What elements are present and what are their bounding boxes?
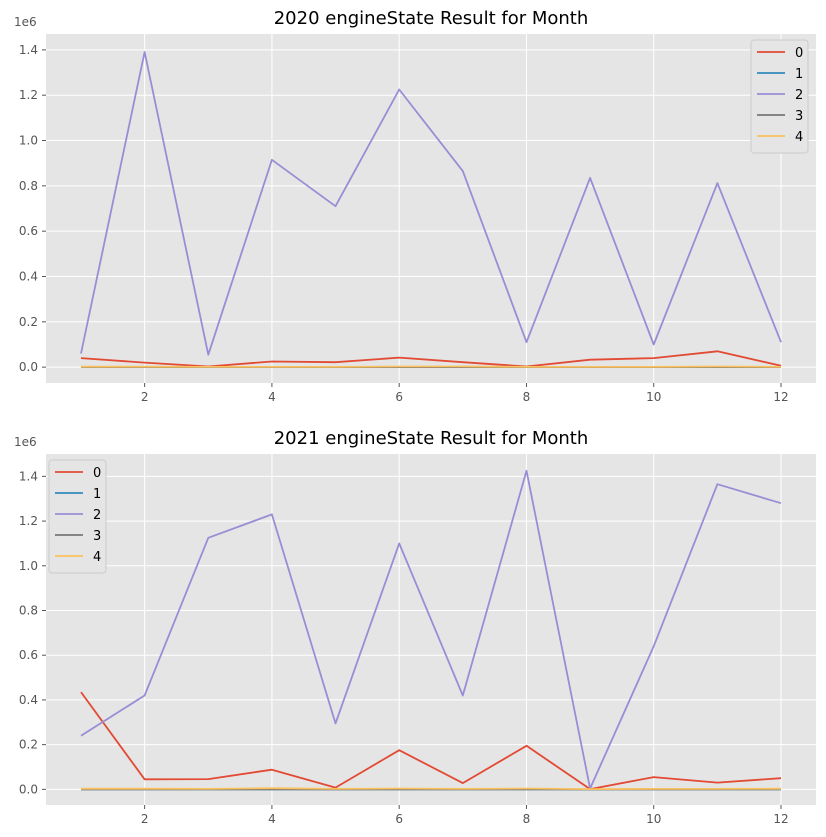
y-tick-label: 1.0	[19, 559, 38, 573]
chart-title: 2021 engineState Result for Month	[274, 428, 589, 449]
series-line-0	[80, 691, 782, 790]
legend-label-1: 1	[93, 487, 101, 502]
series-line-4	[81, 787, 782, 790]
y-tick-label: 0.8	[19, 603, 38, 617]
y-tick-label: 0.6	[19, 648, 38, 662]
legend-label-2: 2	[93, 508, 101, 523]
x-tick-label: 6	[395, 390, 403, 404]
x-tick-label: 4	[268, 390, 276, 404]
y-tick-label: 0.2	[19, 315, 38, 329]
series-line-2	[80, 51, 782, 356]
x-tick-label: 4	[268, 812, 276, 826]
series-lines	[80, 469, 782, 791]
legend-box	[48, 459, 107, 574]
legend-label-4: 4	[795, 130, 803, 145]
legend-box	[750, 39, 809, 154]
y-tick-label: 1.2	[19, 88, 38, 102]
series-lines	[80, 51, 782, 369]
y-tick-label: 1.4	[19, 43, 38, 57]
legend-label-4: 4	[93, 550, 101, 565]
x-tick-label: 10	[646, 812, 661, 826]
legend: 0 1 2 3 4	[48, 459, 107, 574]
chart-2020: 2 4 6 8 10 12 0.00.20.40.60.81.01.21.4 2020 e…	[14, 8, 816, 404]
series-line-0	[80, 350, 782, 368]
y-offset-label: 1e6	[14, 15, 37, 29]
series-line-2	[80, 469, 782, 790]
y-axis-ticks: 0.0 0.2 0.4 0.6 0.8 1.0 1.2 1.4	[19, 43, 46, 374]
legend-label-0: 0	[93, 466, 101, 481]
legend-label-2: 2	[795, 88, 803, 103]
y-tick-label: 1.2	[19, 514, 38, 528]
legend: 0 1 2 3 4	[750, 39, 809, 154]
y-axis-ticks: 0.0 0.2 0.4 0.6 0.8 1.0 1.2 1.4	[19, 469, 46, 796]
x-axis-ticks: 2 4 6 8 10 12	[141, 805, 789, 826]
x-tick-label: 8	[523, 812, 531, 826]
legend-label-0: 0	[795, 46, 803, 61]
y-tick-label: 0.0	[19, 782, 38, 796]
legend-label-3: 3	[93, 529, 101, 544]
x-tick-label: 8	[523, 390, 531, 404]
y-tick-label: 0.0	[19, 360, 38, 374]
y-tick-label: 0.8	[19, 179, 38, 193]
y-tick-label: 1.0	[19, 134, 38, 148]
x-axis-ticks: 2 4 6 8 10 12	[141, 383, 789, 404]
x-tick-label: 12	[773, 390, 788, 404]
y-tick-label: 0.4	[19, 693, 38, 707]
y-tick-label: 0.4	[19, 269, 38, 283]
y-tick-label: 0.6	[19, 224, 38, 238]
chart-2021: 2 4 6 8 10 12 0.00.20.40.60.81.01.21.4 2021 e…	[14, 428, 816, 826]
legend-label-3: 3	[795, 109, 803, 124]
x-tick-label: 6	[395, 812, 403, 826]
x-tick-label: 12	[773, 812, 788, 826]
chart-title: 2020 engineState Result for Month	[274, 8, 589, 29]
plot-background	[46, 34, 816, 383]
plot-background	[46, 454, 816, 805]
legend-label-1: 1	[795, 67, 803, 82]
x-tick-label: 2	[141, 812, 149, 826]
x-tick-label: 10	[646, 390, 661, 404]
x-tick-label: 2	[141, 390, 149, 404]
y-tick-label: 1.4	[19, 469, 38, 483]
y-offset-label: 1e6	[14, 435, 37, 449]
y-tick-label: 0.2	[19, 738, 38, 752]
